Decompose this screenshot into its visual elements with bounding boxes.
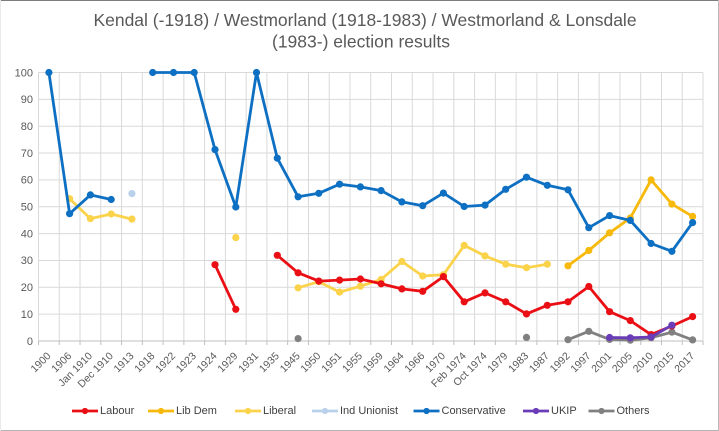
- svg-text:Others: Others: [617, 405, 651, 417]
- svg-text:Labour: Labour: [100, 405, 135, 417]
- svg-text:UKIP: UKIP: [551, 405, 577, 417]
- svg-text:(1983-) election results: (1983-) election results: [272, 32, 450, 52]
- svg-text:50: 50: [21, 202, 33, 214]
- svg-text:20: 20: [21, 282, 33, 294]
- svg-text:Conservative: Conservative: [442, 405, 506, 417]
- svg-text:Liberal: Liberal: [263, 405, 296, 417]
- svg-text:30: 30: [21, 255, 33, 267]
- svg-text:80: 80: [21, 121, 33, 133]
- svg-text:40: 40: [21, 228, 33, 240]
- svg-text:Ind Unionist: Ind Unionist: [340, 405, 398, 417]
- svg-text:Kendal (-1918) / Westmorland (: Kendal (-1918) / Westmorland (1918-1983)…: [93, 10, 636, 30]
- svg-text:0: 0: [27, 336, 33, 348]
- svg-text:10: 10: [21, 309, 33, 321]
- svg-text:60: 60: [21, 175, 33, 187]
- svg-text:100: 100: [15, 67, 33, 79]
- svg-text:Lib Dem: Lib Dem: [176, 405, 217, 417]
- svg-text:90: 90: [21, 94, 33, 106]
- svg-text:70: 70: [21, 148, 33, 160]
